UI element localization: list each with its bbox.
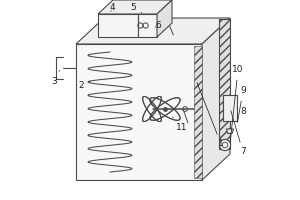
Circle shape [219,139,231,151]
Text: 6: 6 [155,21,161,29]
Polygon shape [194,46,202,178]
Bar [138,14,157,37]
Text: 7: 7 [231,111,246,156]
Polygon shape [226,129,234,133]
Text: 2: 2 [78,81,90,90]
Text: 10: 10 [230,66,244,141]
Text: 9: 9 [238,86,246,122]
Text: 1: 1 [197,83,224,148]
Polygon shape [157,0,172,37]
Polygon shape [202,18,230,180]
Text: 5: 5 [130,3,142,13]
Polygon shape [76,18,230,44]
Polygon shape [76,44,202,180]
Bar [98,14,138,37]
Text: 3: 3 [51,70,60,86]
Polygon shape [98,0,172,14]
Text: 4: 4 [109,3,115,12]
Text: 8: 8 [237,108,246,116]
Polygon shape [219,19,230,149]
Text: 11: 11 [173,117,188,132]
Bar [223,95,237,121]
